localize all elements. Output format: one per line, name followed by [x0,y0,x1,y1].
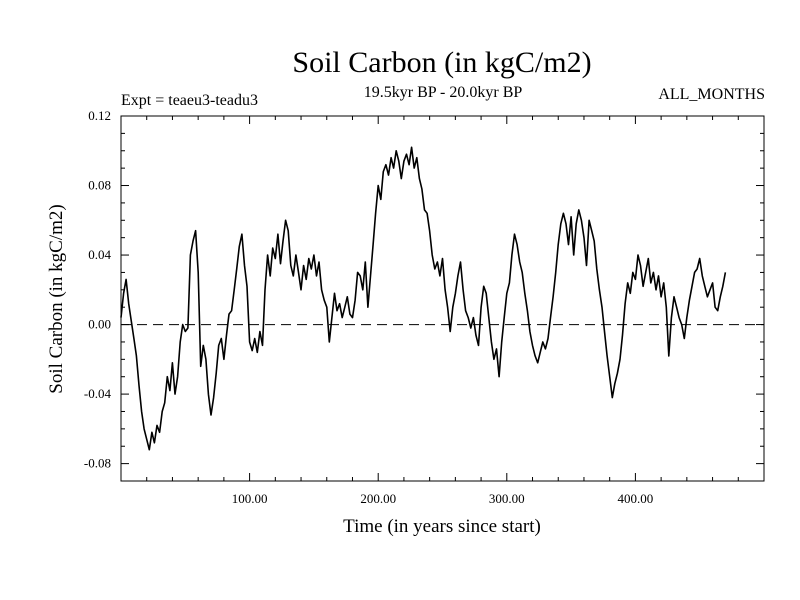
chart-subtitle: 19.5kyr BP - 20.0kyr BP [364,84,523,101]
x-axis-label: Time (in years since start) [343,516,541,537]
months-label: ALL_MONTHS [658,86,765,103]
soil-carbon-series-line [120,146,727,451]
y-tick-label: 0.00 [88,317,111,332]
y-tick-labels: -0.08 -0.04 0.00 0.04 0.08 0.12 [84,108,112,471]
x-tick-label: 300.00 [489,491,525,506]
y-tick-label: 0.08 [88,178,111,193]
y-tick-label: -0.04 [84,386,112,401]
experiment-label: Expt = teaeu3-teadu3 [121,92,258,109]
y-axis-label: Soil Carbon (in kgC/m2) [46,204,67,393]
y-tick-label: 0.04 [88,247,111,262]
x-tick-label: 400.00 [618,491,654,506]
plot-frame [120,115,765,482]
x-tick-label: 100.00 [232,491,268,506]
x-tick-label: 200.00 [360,491,396,506]
axis-ticks [121,115,764,482]
y-tick-label: -0.08 [84,456,111,471]
x-tick-labels: 100.00 200.00 300.00 400.00 [232,491,654,506]
y-tick-label: 0.12 [88,108,111,123]
chart-title: Soil Carbon (in kgC/m2) [292,46,591,79]
